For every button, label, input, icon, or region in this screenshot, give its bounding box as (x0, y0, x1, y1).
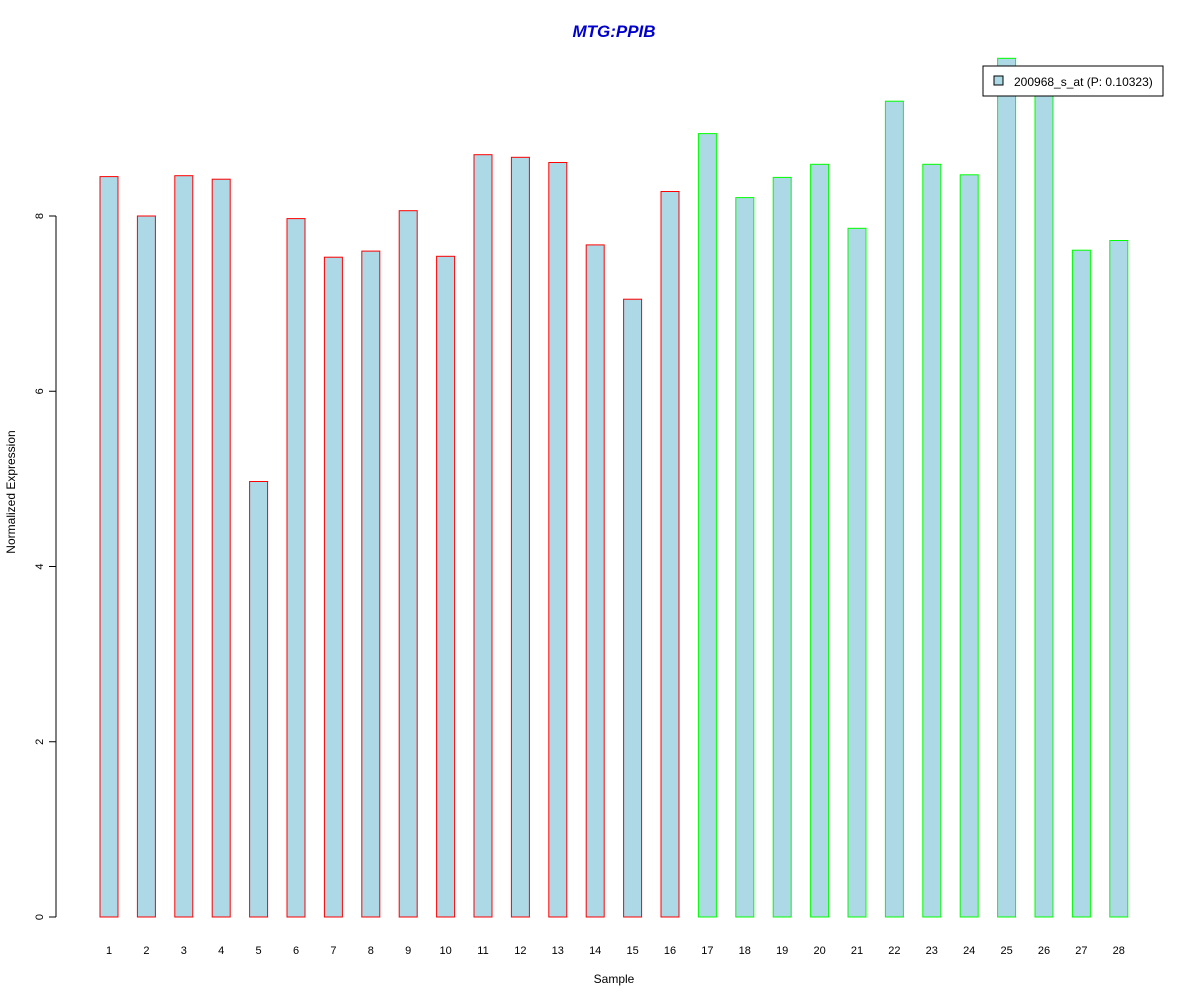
bar-sample-10 (436, 255, 456, 918)
legend-box (982, 65, 1164, 97)
bar-sample-22 (884, 100, 904, 918)
bar-sample-11 (473, 154, 493, 918)
y-tick-label: 4 (34, 563, 46, 569)
x-tick-labels: 1 2 3 4 5 6 7 8 9 10 11 12 13 14 15 16 17 18 19 20 21 22 23 24 2… (106, 945, 1125, 957)
bar-sample-25 (997, 57, 1017, 918)
bar-sample-4 (211, 178, 231, 918)
bar-sample-3 (174, 175, 194, 918)
x-tick-label-15: 15 (626, 945, 638, 957)
legend-entry-label: 200968_s_at (P: 0.10323) (1014, 75, 1153, 89)
bar-sample-20 (810, 163, 830, 918)
bar-sample-13 (548, 162, 568, 918)
x-tick-label-27: 27 (1075, 945, 1087, 957)
x-tick-label-11: 11 (477, 945, 488, 957)
bar-sample-21 (847, 227, 867, 918)
x-tick-label-4: 4 (218, 945, 224, 957)
bar-sample-16 (660, 191, 680, 918)
bar-sample-8 (361, 250, 381, 918)
bar-sample-17 (697, 133, 717, 918)
y-axis: 0 2 4 6 8 (34, 213, 57, 920)
bar-sample-2 (136, 215, 156, 918)
x-tick-label-22: 22 (888, 945, 900, 957)
x-tick-label-6: 6 (293, 945, 299, 957)
bar-sample-28 (1109, 240, 1129, 918)
bars (99, 57, 1129, 918)
x-tick-label-9: 9 (405, 945, 411, 957)
bar-sample-1 (99, 176, 119, 918)
y-axis-label: Normalized Expression (4, 430, 18, 553)
x-tick-label-16: 16 (664, 945, 676, 957)
y-tick-label: 0 (34, 914, 46, 920)
bar-sample-12 (510, 156, 530, 918)
bar-sample-14 (585, 244, 605, 918)
chart-title: MTG:PPIB (572, 22, 655, 41)
bar-sample-18 (735, 197, 755, 918)
bar-sample-6 (286, 218, 306, 918)
bar-sample-9 (398, 210, 418, 918)
x-tick-label-19: 19 (776, 945, 788, 957)
x-tick-label-2: 2 (143, 945, 149, 957)
x-tick-label-28: 28 (1113, 945, 1125, 957)
x-tick-label-17: 17 (701, 945, 713, 957)
legend: 200968_s_at (P: 0.10323) (982, 65, 1164, 97)
x-tick-label-1: 1 (106, 945, 112, 957)
x-tick-label-20: 20 (813, 945, 825, 957)
x-tick-label-10: 10 (439, 945, 451, 957)
x-axis-label: Sample (594, 972, 635, 986)
bar-sample-24 (959, 174, 979, 918)
y-tick-label: 2 (34, 739, 46, 745)
x-tick-label-25: 25 (1000, 945, 1012, 957)
x-tick-label-14: 14 (589, 945, 601, 957)
bar-sample-23 (922, 163, 942, 918)
x-tick-label-18: 18 (739, 945, 751, 957)
bar-sample-15 (623, 298, 643, 918)
bar-sample-7 (323, 256, 343, 918)
x-tick-label-13: 13 (552, 945, 564, 957)
x-tick-label-3: 3 (181, 945, 187, 957)
x-tick-label-21: 21 (851, 945, 863, 957)
y-tick-label: 6 (34, 388, 46, 394)
x-tick-label-23: 23 (926, 945, 938, 957)
y-tick-label: 8 (34, 213, 46, 219)
x-tick-label-24: 24 (963, 945, 975, 957)
bar-sample-19 (772, 176, 792, 918)
x-tick-label-7: 7 (330, 945, 336, 957)
x-tick-label-12: 12 (514, 945, 526, 957)
x-tick-label-26: 26 (1038, 945, 1050, 957)
bar-sample-5 (249, 481, 269, 918)
x-tick-label-5: 5 (256, 945, 262, 957)
bar-sample-26 (1034, 91, 1054, 918)
legend-swatch (993, 75, 1004, 86)
bar-sample-27 (1071, 249, 1091, 918)
x-tick-label-8: 8 (368, 945, 374, 957)
